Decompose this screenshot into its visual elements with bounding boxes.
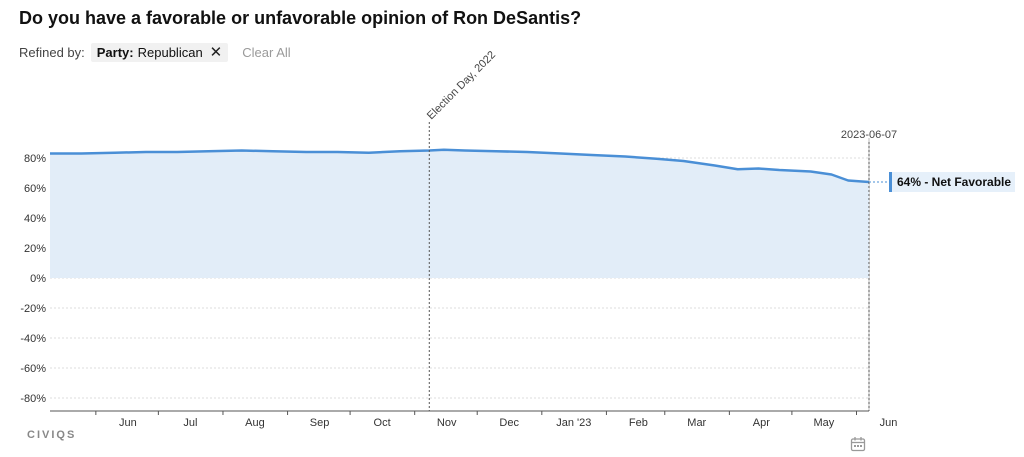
- filter-row: Refined by: Party: Republican ✕ Clear Al…: [19, 42, 291, 62]
- x-tick-label: Dec: [499, 417, 519, 429]
- x-tick-label: Sep: [310, 417, 330, 429]
- y-tick-label: 40%: [24, 213, 46, 225]
- y-tick-label: -80%: [20, 393, 46, 405]
- clear-all-button[interactable]: Clear All: [242, 44, 291, 60]
- y-tick-label: -40%: [20, 333, 46, 345]
- latest-date-label: 2023-06-07: [841, 129, 897, 141]
- refined-by-label: Refined by:: [19, 44, 85, 60]
- calendar-icon[interactable]: [850, 436, 866, 452]
- x-tick-label: Nov: [437, 417, 457, 429]
- civiqs-logo: CIVIQS: [27, 429, 77, 441]
- chip-key: Party:: [96, 44, 134, 60]
- party-filter-chip[interactable]: Party: Republican ✕: [90, 42, 229, 62]
- election-day-label: Election Day, 2022: [425, 49, 498, 122]
- x-tick-label: Aug: [245, 417, 265, 429]
- x-tick-label: May: [814, 417, 835, 429]
- y-tick-label: 20%: [24, 243, 46, 255]
- x-tick-label: Apr: [753, 417, 770, 429]
- series-area: [50, 149, 869, 278]
- x-tick-label: Oct: [374, 417, 391, 429]
- callout-label: 64% - Net Favorable: [897, 175, 1011, 189]
- x-tick-label: Jan '23: [556, 417, 591, 429]
- x-tick-label: Jun: [119, 417, 137, 429]
- y-tick-label: 80%: [24, 153, 46, 165]
- chart-title: Do you have a favorable or unfavorable o…: [19, 8, 582, 28]
- y-tick-label: 0%: [30, 273, 46, 285]
- y-tick-label: 60%: [24, 183, 46, 195]
- chip-value: Republican: [137, 44, 203, 60]
- y-tick-label: -20%: [20, 303, 46, 315]
- callout-box: [892, 172, 1015, 192]
- y-tick-label: -60%: [20, 363, 46, 375]
- x-tick-label: Mar: [687, 417, 706, 429]
- x-tick-label: Jul: [183, 417, 197, 429]
- x-tick-label: Jun: [880, 417, 898, 429]
- close-icon[interactable]: ✕: [209, 43, 223, 61]
- series-line-net-favorable: [50, 148, 870, 184]
- x-tick-label: Feb: [629, 417, 648, 429]
- callout-bar: [889, 172, 892, 192]
